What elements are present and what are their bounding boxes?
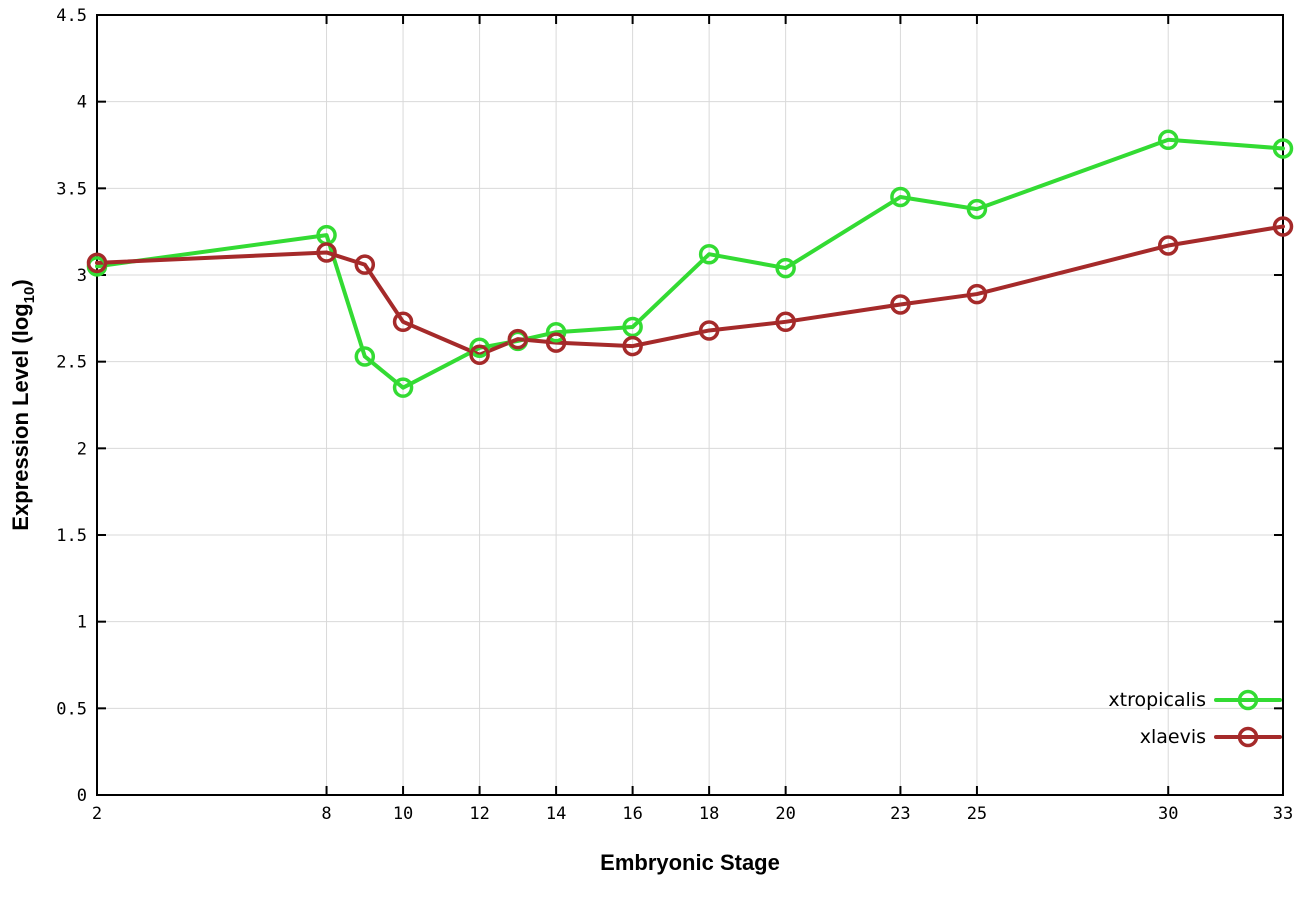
series-xtropicalis-marker — [1272, 138, 1294, 159]
series-xlaevis-marker — [354, 254, 376, 275]
x-tick-label: 33 — [1273, 804, 1293, 824]
series-xlaevis-marker — [392, 311, 414, 333]
x-tick-label: 8 — [321, 804, 331, 824]
y-tick-label: 1 — [77, 613, 87, 633]
y-tick-label: 3 — [77, 266, 87, 286]
series-xtropicalis-marker — [622, 316, 643, 338]
series-xtropicalis-marker — [545, 321, 567, 343]
series-xtropicalis-line — [95, 137, 1285, 390]
y-axis-label: Expression Level (log10) — [8, 279, 38, 530]
series-xtropicalis-marker — [469, 337, 490, 359]
series-xtropicalis-marker — [354, 346, 376, 367]
series-xlaevis-marker — [966, 283, 988, 305]
series-xlaevis-marker — [469, 344, 490, 365]
series-xtropicalis-marker — [1157, 129, 1179, 151]
x-axis-label: Embryonic Stage — [600, 850, 780, 875]
series-xtropicalis-marker — [698, 243, 720, 265]
legend-label-xlaevis: xlaevis — [1140, 726, 1206, 748]
series-xlaevis-marker — [622, 335, 643, 357]
plot-border — [96, 14, 1284, 796]
x-tick-label: 25 — [967, 804, 987, 824]
series-xlaevis-marker — [507, 328, 529, 350]
x-tick-label: 16 — [622, 804, 642, 824]
x-tick-label: 30 — [1158, 804, 1178, 824]
grid — [96, 14, 1284, 796]
y-tick-label: 4.5 — [56, 6, 87, 26]
series-xlaevis-marker — [698, 320, 720, 341]
series-xlaevis-marker — [890, 294, 911, 315]
x-tick-label: 2 — [92, 804, 102, 824]
legend-sample-marker-xlaevis — [1237, 726, 1259, 748]
series-xlaevis-marker — [1157, 235, 1179, 256]
x-tick-label: 12 — [469, 804, 489, 824]
y-tick-label: 0 — [77, 786, 87, 806]
legend: xtropicalis xlaevis — [1108, 689, 1282, 748]
series-xlaevis-marker — [86, 252, 108, 274]
series-xlaevis-line — [95, 224, 1285, 357]
series-xlaevis-marker — [316, 242, 337, 263]
x-tick-label: 18 — [699, 804, 719, 824]
y-tick-label: 3.5 — [56, 179, 87, 199]
series-xlaevis-marker — [1272, 216, 1294, 237]
legend-label-xtropicalis: xtropicalis — [1108, 689, 1206, 711]
y-tick-label: 0.5 — [56, 699, 87, 719]
series-xtropicalis-marker — [890, 186, 911, 208]
series-xlaevis-marker — [775, 311, 796, 333]
y-tick-label: 4 — [77, 93, 87, 113]
x-tick-label: 23 — [890, 804, 910, 824]
y-tick-label: 2 — [77, 439, 87, 459]
x-tick-label: 14 — [546, 804, 566, 824]
series-xtropicalis-marker — [775, 257, 796, 279]
y-tick-label: 2.5 — [56, 353, 87, 373]
tick-marks — [96, 14, 1284, 796]
legend-sample-marker-xtropicalis — [1237, 689, 1259, 711]
y-tick-label: 1.5 — [56, 526, 87, 546]
x-tick-label: 10 — [393, 804, 413, 824]
series-xlaevis-marker — [545, 332, 567, 353]
x-tick-label: 20 — [775, 804, 795, 824]
series-xtropicalis-marker — [392, 377, 414, 398]
series-xtropicalis-marker — [966, 198, 988, 220]
